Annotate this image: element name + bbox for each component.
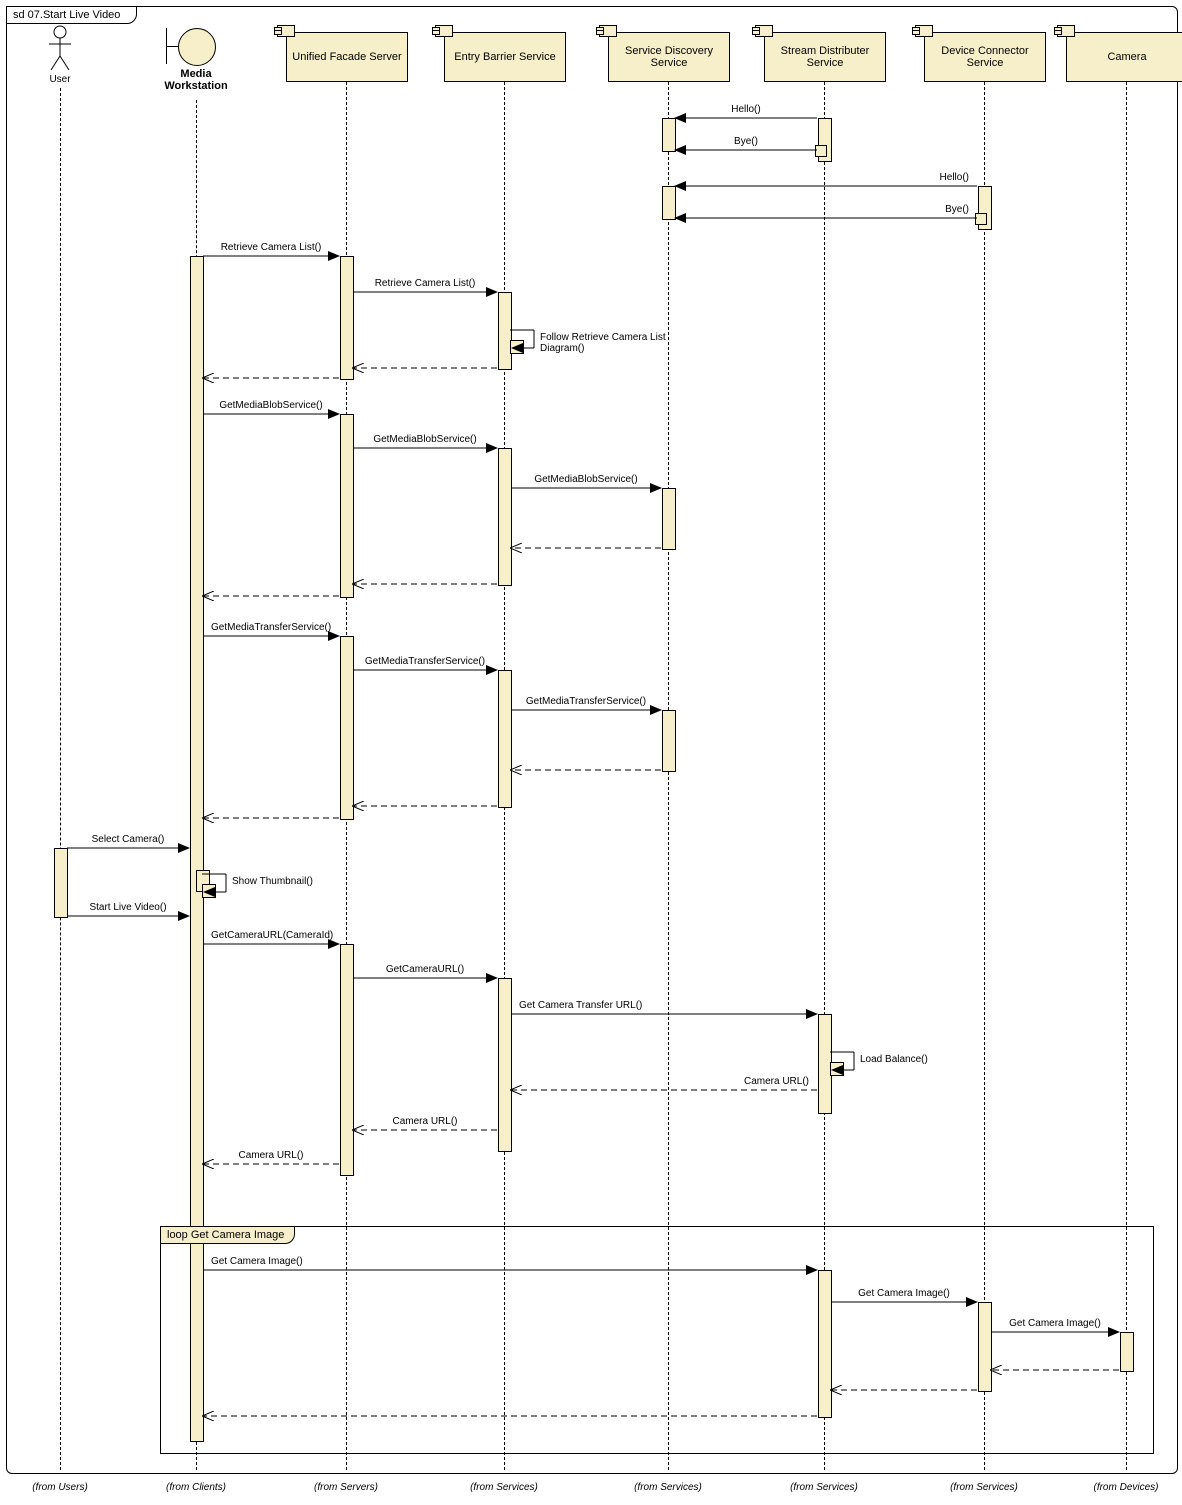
message-label: GetMediaBlobService() <box>361 434 489 445</box>
activation-ebs <box>498 978 512 1152</box>
from-label-stream: (from Services) <box>774 1482 874 1493</box>
message-label: Bye() <box>683 204 969 215</box>
message-label: Start Live Video() <box>75 902 181 913</box>
message-label: Select Camera() <box>75 834 181 845</box>
activation-sds <box>662 186 676 220</box>
message-label: Load Balance() <box>860 1054 1000 1065</box>
message-label: GetMediaTransferService() <box>211 622 331 633</box>
destroy-marker <box>815 145 827 157</box>
participant-camera: Camera <box>1066 32 1182 82</box>
participant-stream: Stream Distributer Service <box>764 32 886 82</box>
activation-ufs <box>340 414 354 598</box>
message-label: GetMediaBlobService() <box>211 400 331 411</box>
message-label: Retrieve Camera List() <box>211 242 331 253</box>
message-label: Show Thumbnail() <box>232 876 372 887</box>
from-label-user: (from Users) <box>10 1482 110 1493</box>
participant-media <box>178 28 216 66</box>
message-label: Camera URL() <box>211 1150 331 1161</box>
from-label-media: (from Clients) <box>146 1482 246 1493</box>
from-label-dcs: (from Services) <box>934 1482 1034 1493</box>
message-label: Get Camera Transfer URL() <box>519 1000 809 1011</box>
participant-label-user: User <box>40 74 80 85</box>
lifeline-user <box>60 88 61 1470</box>
message-label: GetMediaBlobService() <box>519 474 653 485</box>
activation-ufs <box>340 256 354 380</box>
self-activation <box>202 884 216 898</box>
message-label: Retrieve Camera List() <box>361 278 489 289</box>
message-label: Hello() <box>683 172 969 183</box>
from-label-sds: (from Services) <box>618 1482 718 1493</box>
loop-label: loop Get Camera Image <box>160 1226 295 1244</box>
message-label: GetMediaTransferService() <box>519 696 653 707</box>
message-label: GetCameraURL(CameraId) <box>211 930 331 941</box>
participant-ufs: Unified Facade Server <box>286 32 408 82</box>
activation-sds <box>662 488 676 550</box>
from-label-ebs: (from Services) <box>454 1482 554 1493</box>
participant-sds: Service Discovery Service <box>608 32 730 82</box>
message-label: GetMediaTransferService() <box>361 656 489 667</box>
destroy-marker <box>975 213 987 225</box>
self-activation <box>830 1062 844 1076</box>
activation-ufs <box>340 944 354 1176</box>
message-label: Hello() <box>683 104 809 115</box>
loop-fragment: loop Get Camera Image <box>160 1226 1154 1454</box>
participant-label-media: Media Workstation <box>151 68 241 92</box>
message-label: Bye() <box>683 136 809 147</box>
participant-ebs: Entry Barrier Service <box>444 32 566 82</box>
message-label: GetCameraURL() <box>361 964 489 975</box>
activation-ebs <box>498 292 512 370</box>
activation-sds <box>662 118 676 152</box>
actor-icon <box>45 24 75 74</box>
frame-title: sd 07.Start Live Video <box>6 6 137 24</box>
from-label-camera: (from Devices) <box>1076 1482 1176 1493</box>
activation-ebs <box>498 670 512 808</box>
message-label: Camera URL() <box>519 1076 809 1087</box>
message-label: Follow Retrieve Camera List Diagram() <box>540 332 680 354</box>
participant-dcs: Device Connector Service <box>924 32 1046 82</box>
activation-ufs <box>340 636 354 820</box>
activation-sds <box>662 710 676 772</box>
activation-ebs <box>498 448 512 586</box>
from-label-ufs: (from Servers) <box>296 1482 396 1493</box>
activation-user <box>54 848 68 918</box>
message-label: Camera URL() <box>361 1116 489 1127</box>
self-activation <box>510 340 524 354</box>
